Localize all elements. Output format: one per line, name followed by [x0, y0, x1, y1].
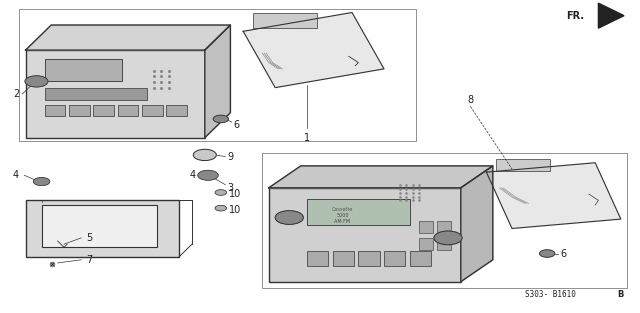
Text: 4: 4	[13, 170, 19, 180]
Text: B: B	[618, 290, 624, 299]
Bar	[45, 88, 147, 100]
Text: 2: 2	[13, 89, 19, 99]
Bar	[333, 251, 354, 266]
Text: Cassette: Cassette	[332, 207, 353, 212]
Bar	[45, 105, 65, 116]
Text: 6: 6	[234, 120, 240, 130]
Text: 7: 7	[86, 255, 93, 265]
Bar	[42, 205, 157, 247]
Bar	[269, 188, 461, 282]
Text: 10: 10	[229, 205, 241, 215]
Text: 1: 1	[304, 133, 310, 143]
Bar	[307, 199, 410, 225]
Bar	[166, 105, 187, 116]
Bar	[69, 105, 90, 116]
Text: 6: 6	[560, 249, 566, 259]
Text: 5000: 5000	[336, 213, 349, 218]
Text: S303- B1610: S303- B1610	[525, 290, 575, 299]
Bar	[26, 200, 179, 257]
Circle shape	[198, 170, 218, 180]
Polygon shape	[269, 166, 493, 188]
Bar	[118, 105, 138, 116]
Bar	[93, 105, 114, 116]
Circle shape	[25, 76, 48, 87]
Circle shape	[215, 190, 227, 195]
Polygon shape	[26, 25, 230, 50]
Circle shape	[215, 205, 227, 211]
Bar	[307, 251, 328, 266]
Bar	[437, 221, 451, 233]
Circle shape	[540, 250, 555, 257]
Bar	[437, 238, 451, 250]
Polygon shape	[486, 163, 621, 228]
Text: FR.: FR.	[566, 11, 584, 21]
Bar	[419, 238, 433, 250]
Text: 4: 4	[189, 170, 195, 180]
Bar	[410, 251, 431, 266]
Bar	[253, 13, 317, 28]
Polygon shape	[205, 25, 230, 138]
Circle shape	[33, 177, 50, 186]
Text: 10: 10	[229, 189, 241, 199]
Text: 5: 5	[86, 233, 93, 243]
Bar	[358, 251, 380, 266]
Text: 9: 9	[227, 151, 234, 162]
Text: 8: 8	[467, 95, 474, 105]
Bar	[384, 251, 405, 266]
Circle shape	[275, 211, 303, 224]
Polygon shape	[243, 13, 384, 88]
Bar	[26, 50, 205, 138]
Bar	[262, 153, 627, 288]
Circle shape	[434, 231, 462, 245]
Bar	[142, 105, 163, 116]
Bar	[45, 59, 122, 81]
Circle shape	[193, 149, 216, 161]
Text: 3: 3	[227, 183, 234, 193]
Text: AM FM: AM FM	[334, 219, 351, 224]
Bar	[496, 159, 550, 171]
Bar	[419, 221, 433, 233]
Circle shape	[213, 115, 228, 123]
Polygon shape	[461, 166, 493, 282]
Polygon shape	[598, 3, 624, 28]
Bar	[19, 9, 416, 141]
